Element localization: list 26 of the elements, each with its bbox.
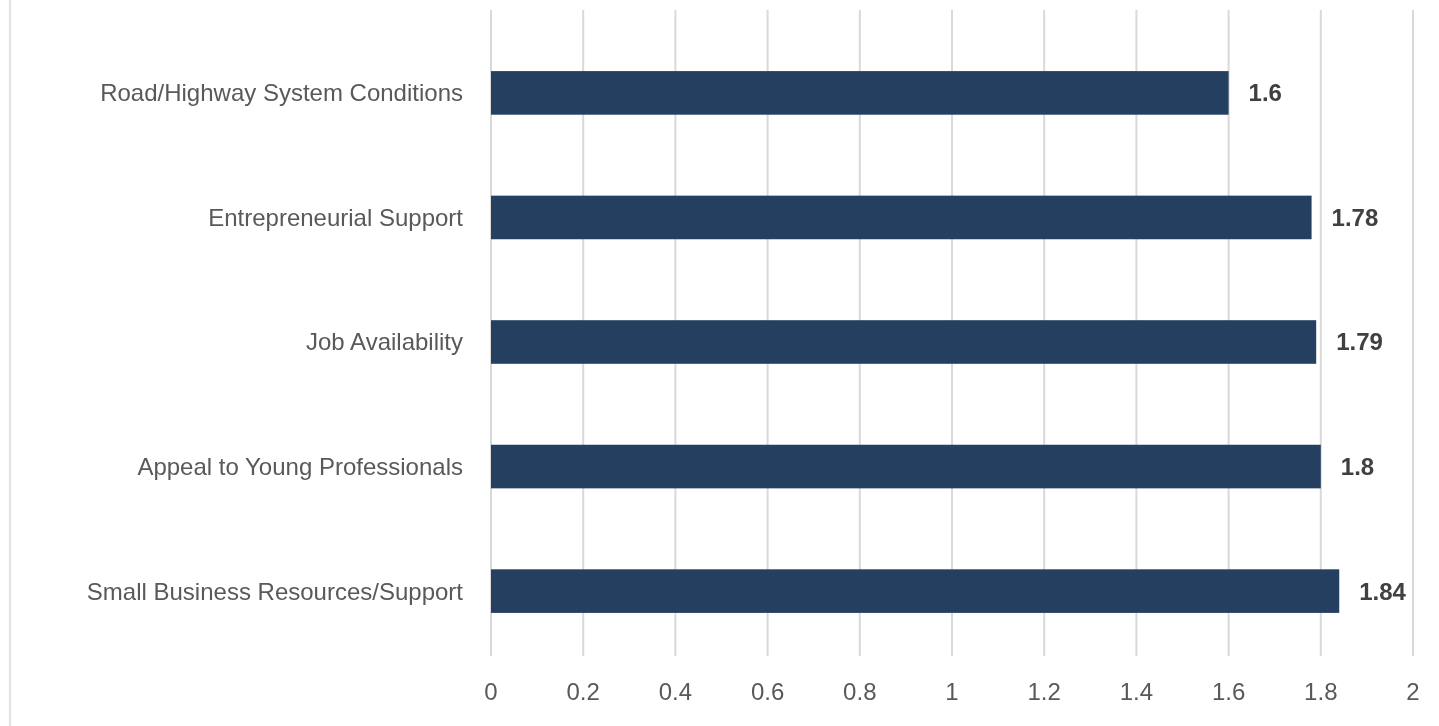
x-tick-label: 1.2 <box>1027 678 1061 705</box>
y-tick-label: Small Business Resources/Support <box>86 577 464 605</box>
x-tick-label: 1 <box>945 678 959 705</box>
y-tick-label: Road/Highway System Conditions <box>100 79 463 107</box>
x-tick-label: 0.6 <box>750 678 785 705</box>
bar <box>491 444 1321 489</box>
x-tick-label: 2 <box>1406 678 1420 705</box>
x-tick-label: 0.8 <box>843 678 877 705</box>
y-tick-label: Entrepreneurial Support <box>208 203 464 231</box>
x-tick-label: 0.4 <box>658 678 693 705</box>
data-label: 1.84 <box>1359 577 1407 605</box>
data-label: 1.79 <box>1336 328 1383 356</box>
y-tick-label: Job Availability <box>306 328 463 356</box>
bar <box>491 569 1340 613</box>
bar <box>491 71 1229 115</box>
x-tick-label: 0.2 <box>566 678 600 705</box>
x-tick-label: 1.6 <box>1211 678 1246 705</box>
data-label: 1.8 <box>1340 452 1375 480</box>
bar <box>491 320 1317 364</box>
data-label: 1.78 <box>1331 203 1379 231</box>
data-label: 1.6 <box>1248 79 1282 107</box>
y-tick-label: Appeal to Young Professionals <box>137 452 463 480</box>
x-tick-label: 0 <box>484 678 498 705</box>
x-tick-label: 1.4 <box>1119 678 1154 705</box>
bar <box>491 195 1312 240</box>
x-tick-label: 1.8 <box>1304 678 1338 705</box>
